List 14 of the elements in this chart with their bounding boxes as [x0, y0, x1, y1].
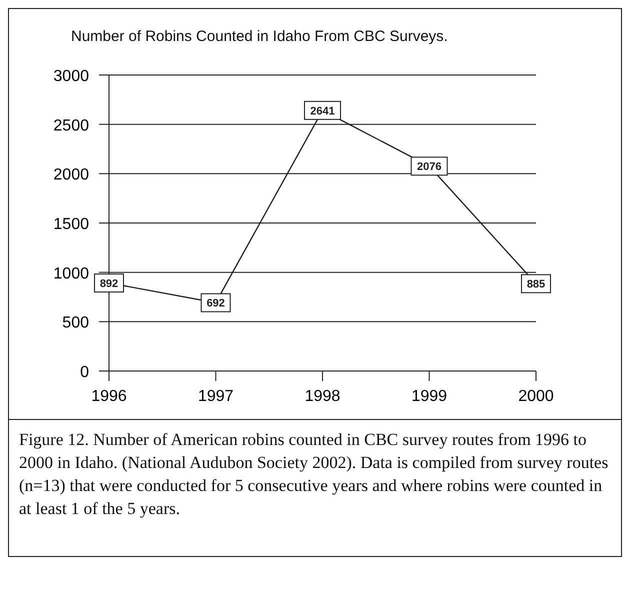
caption: Figure 12. Number of American robins counted in CBC survey routes from 1996 to 2000 in Idaho. (National Audubon Society 2002). Data is compiled from survey routes (n=13) that were conducted for 5 consecutive years and where robins were counted in at least 1 of the 5 years.: [19, 429, 610, 520]
x-tick-label: 1998: [304, 388, 340, 405]
y-tick-label: 3000: [53, 68, 90, 85]
chart-title: Number of Robins Counted in Idaho From CBC Surveys.: [71, 28, 448, 45]
x-tick-label: 1999: [411, 388, 448, 405]
x-tick-label: 1996: [91, 388, 127, 405]
y-tick-label: 500: [62, 314, 90, 332]
y-tick-label: 1500: [53, 216, 90, 233]
y-tick-label: 2500: [53, 117, 90, 134]
y-tick-label: 1000: [53, 265, 90, 282]
x-tick-label: 1997: [198, 388, 234, 405]
y-tick-label: 0: [80, 364, 90, 381]
y-tick-label: 2000: [53, 166, 90, 184]
x-tick-label: 2000: [518, 388, 554, 405]
